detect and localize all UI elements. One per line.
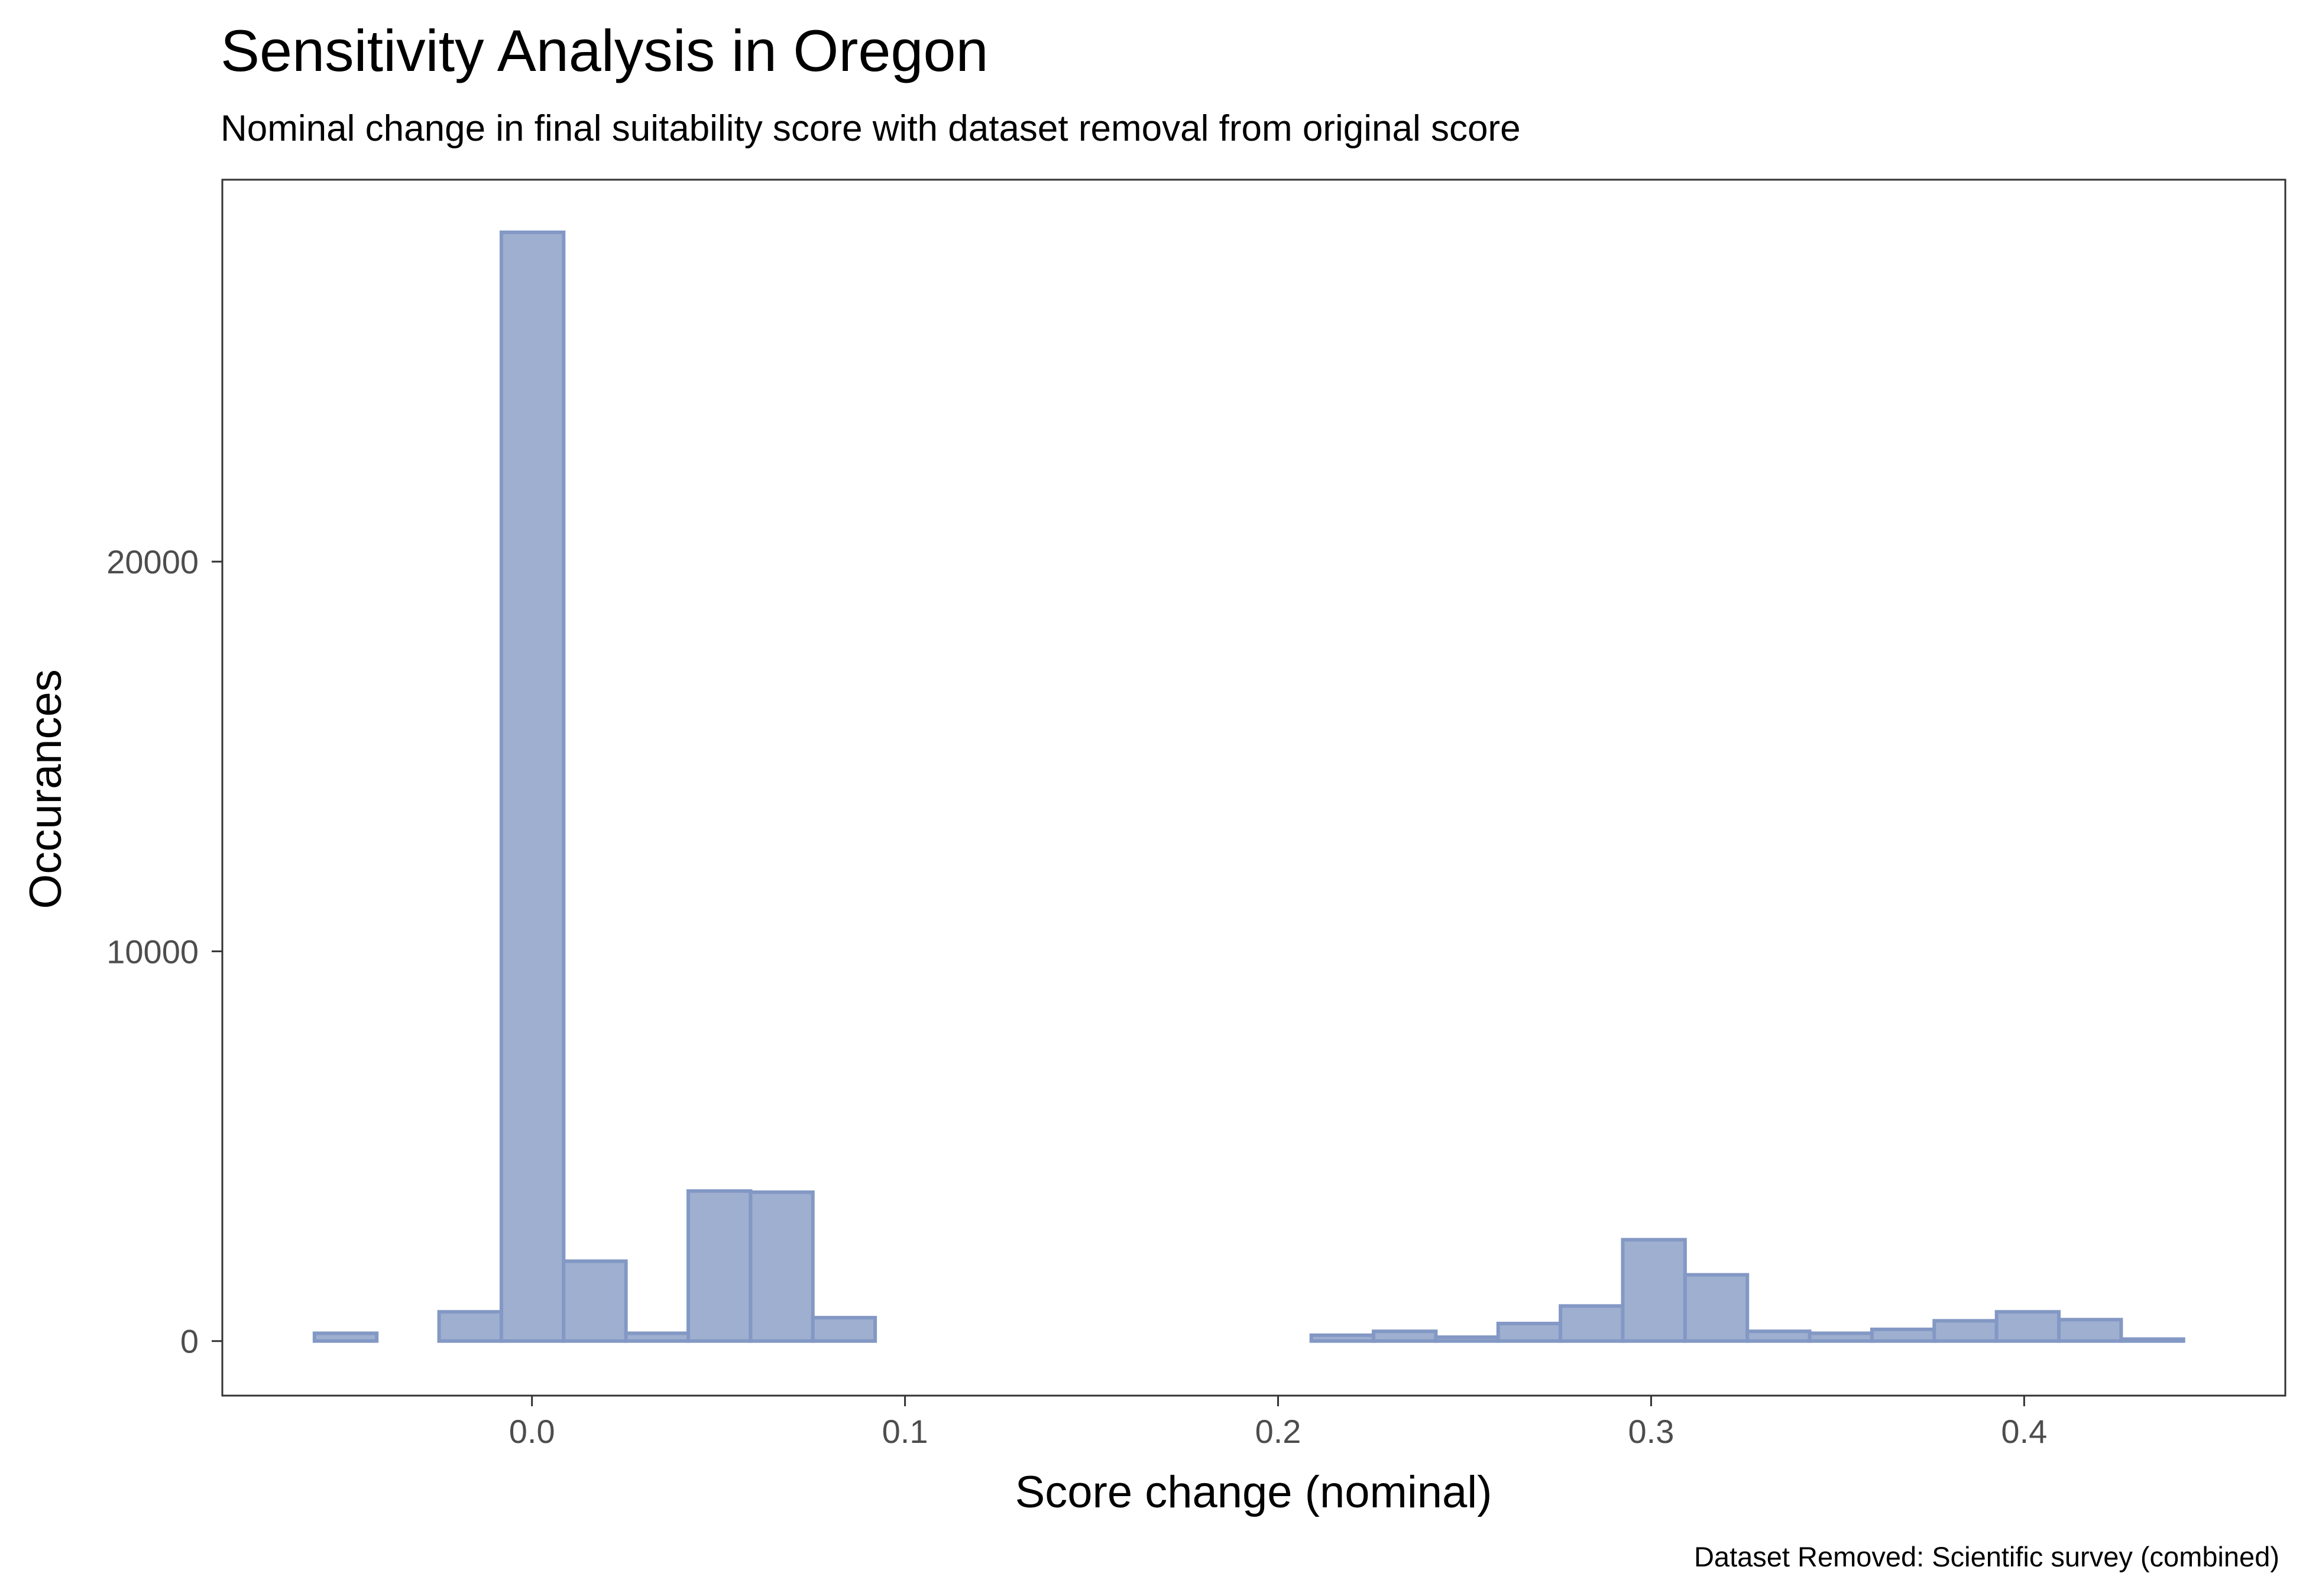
histogram-bar	[1994, 1310, 2061, 1343]
x-tick-label: 0.1	[882, 1413, 928, 1450]
chart-subtitle: Nominal change in final suitability scor…	[221, 108, 1521, 149]
histogram-bar	[437, 1310, 503, 1343]
histogram-bar	[1870, 1327, 1936, 1343]
histogram-bar	[499, 231, 566, 1343]
y-tick-label: 20000	[106, 543, 199, 580]
histogram-bar	[1434, 1335, 1500, 1343]
x-tick-label: 0.2	[1255, 1413, 1301, 1450]
histogram-bar	[624, 1331, 691, 1343]
histogram-bar	[811, 1316, 877, 1343]
x-tick-label: 0.3	[1628, 1413, 1675, 1450]
histogram-bar	[1683, 1273, 1750, 1343]
y-axis-title: Occurances	[21, 669, 71, 909]
histogram-bar	[686, 1189, 753, 1343]
histogram-bar	[2057, 1318, 2123, 1343]
histogram-bar	[1808, 1331, 1874, 1343]
y-tick-label: 10000	[106, 933, 199, 970]
histogram-bar	[1559, 1304, 1625, 1343]
histogram-bar	[2119, 1337, 2185, 1343]
x-tick-label: 0.4	[2001, 1413, 2047, 1450]
x-axis: 0.0 0.1 0.2 0.3 0.4	[509, 1396, 2047, 1450]
x-axis-title: Score change (nominal)	[1015, 1467, 1492, 1517]
histogram-bar	[1621, 1238, 1687, 1343]
histogram-bar	[312, 1331, 379, 1343]
histogram-bar	[749, 1190, 815, 1343]
histogram-bar	[1496, 1322, 1563, 1343]
histogram-bar	[1932, 1319, 1999, 1343]
y-tick-label: 0	[180, 1323, 199, 1360]
histogram-bars	[312, 231, 2185, 1343]
histogram-bar	[562, 1259, 628, 1343]
y-axis: 0 10000 20000	[106, 543, 222, 1360]
chart-caption: Dataset Removed: Scientific survey (comb…	[1694, 1541, 2279, 1572]
chart-title: Sensitivity Analysis in Oregon	[221, 18, 989, 83]
histogram-bar	[1745, 1329, 1812, 1343]
x-tick-label: 0.0	[509, 1413, 555, 1450]
histogram-bar	[1309, 1333, 1376, 1343]
plot-panel-border	[221, 179, 2286, 1397]
histogram-bar	[1372, 1329, 1438, 1343]
